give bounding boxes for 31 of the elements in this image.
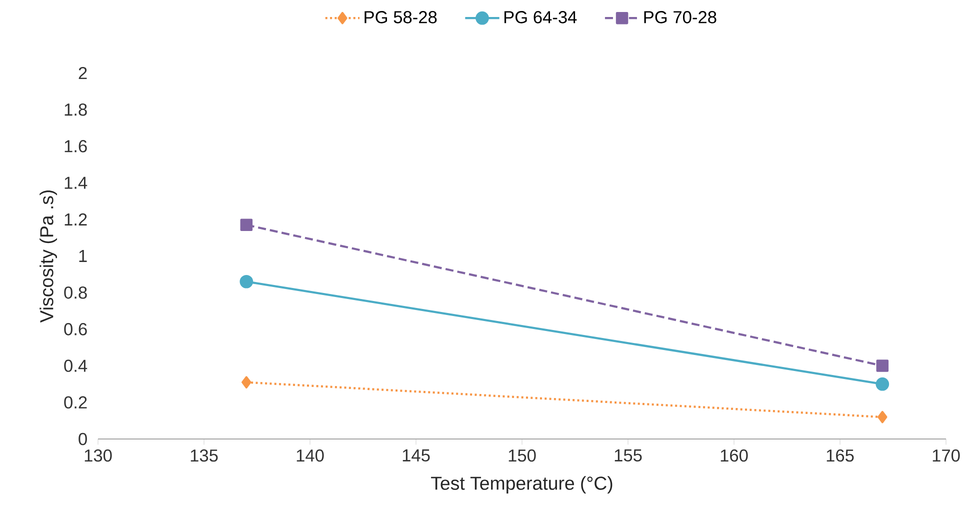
y-tick-label: 0.6 bbox=[64, 323, 87, 336]
x-axis-title: Test Temperature (°C) bbox=[431, 476, 612, 494]
y-tick-label: 0.4 bbox=[64, 360, 88, 372]
y-tick-label: 1.4 bbox=[64, 176, 88, 189]
x-tick-label: 145 bbox=[402, 449, 430, 462]
legend-label: PG 70-28 bbox=[644, 11, 716, 24]
x-tick-label: 135 bbox=[190, 449, 218, 462]
y-tick-label: 1.8 bbox=[64, 103, 87, 116]
x-tick-label: 140 bbox=[296, 449, 324, 462]
legend-label: PG 58-28 bbox=[364, 11, 437, 24]
x-tick-label: 155 bbox=[614, 449, 642, 462]
legend-label: PG 64-34 bbox=[504, 11, 577, 24]
y-axis-title: Viscosity (Pa .s) bbox=[40, 190, 58, 323]
point bbox=[876, 377, 890, 391]
point bbox=[242, 376, 252, 388]
point bbox=[240, 218, 253, 232]
y-tick-label: 0 bbox=[78, 432, 87, 446]
y-tick-label: 0.8 bbox=[64, 286, 87, 299]
y-tick-label: 2 bbox=[78, 66, 87, 80]
y-tick-label: 0.2 bbox=[64, 396, 87, 409]
point bbox=[240, 274, 254, 288]
y-tick-label: 1.2 bbox=[64, 213, 87, 226]
y-tick-label: 1 bbox=[79, 250, 87, 262]
x-tick-label: 160 bbox=[720, 449, 748, 462]
y-tick-label: 1.6 bbox=[64, 140, 87, 152]
x-tick-label: 150 bbox=[508, 449, 536, 462]
x-tick-label: 165 bbox=[826, 449, 854, 462]
point bbox=[876, 360, 889, 372]
point bbox=[878, 410, 888, 424]
x-tick-label: 130 bbox=[84, 449, 112, 462]
x-tick-label: 170 bbox=[932, 449, 960, 462]
